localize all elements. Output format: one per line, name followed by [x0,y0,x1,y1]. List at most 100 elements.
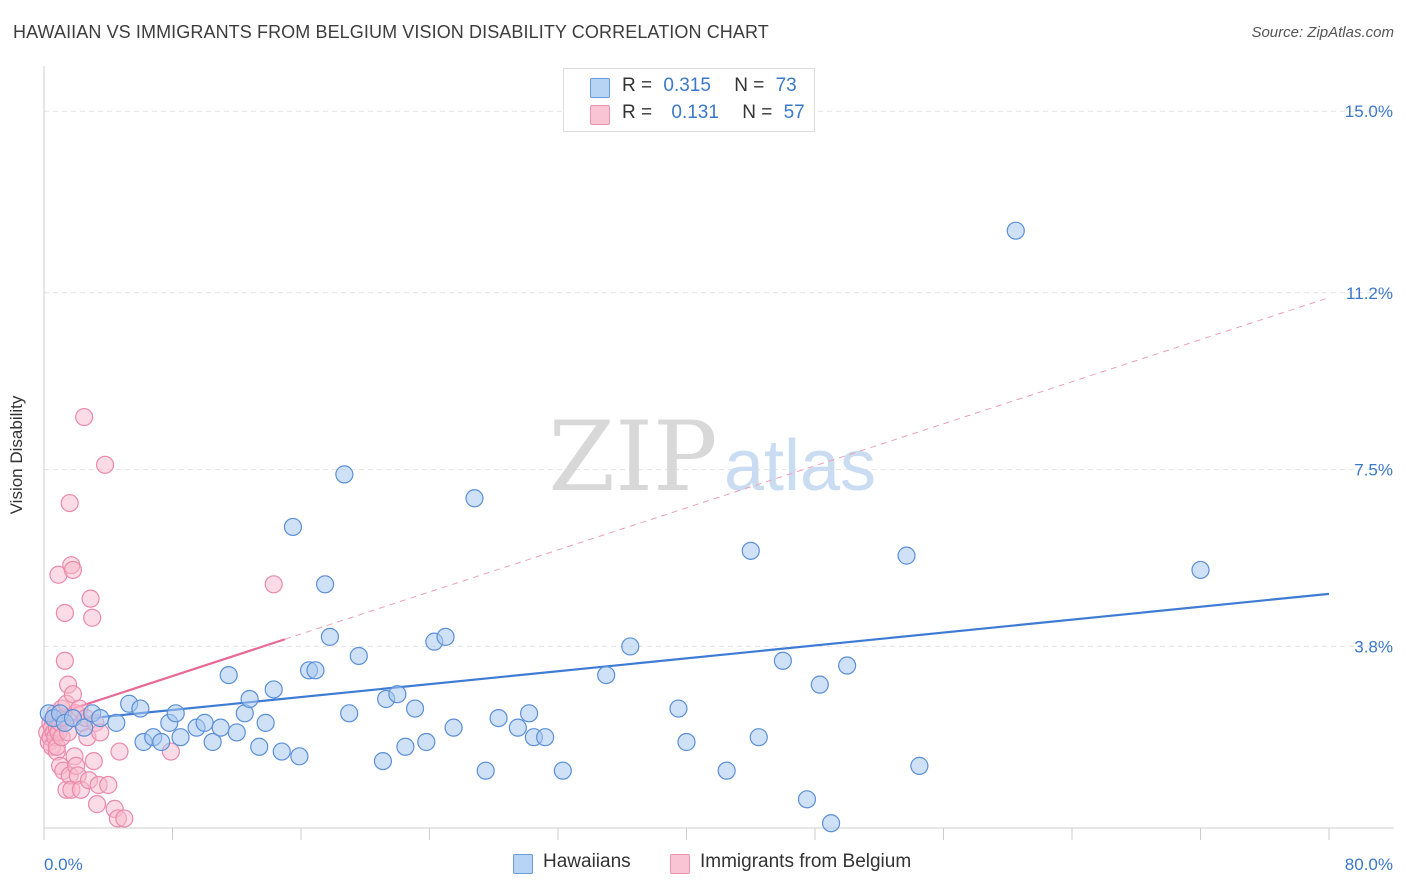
hawaiians-point [553,761,572,780]
legend-r-value-belgium: 0.131 [671,102,719,123]
belgium-point [55,651,74,670]
hawaiians-point [340,704,359,723]
belgium-point [264,575,283,594]
x-tick-labels: 0.0% 80.0% [44,855,1393,874]
hawaiians-point [396,737,415,756]
belgium-point [115,809,134,828]
hawaiians-point [320,627,340,646]
bottom-legend-label-belgium: Immigrants from Belgium [700,851,912,872]
hawaiians-point [897,546,916,565]
hawaiians-point [388,685,407,704]
legend-r-value-hawaiians: 0.315 [663,75,711,96]
belgium-point [99,775,118,795]
y-tick-label: 7.5% [1354,461,1393,480]
hawaiians-point [256,713,275,732]
belgium-point [55,603,74,623]
hawaiians-point [489,708,508,728]
hawaiians-point [810,675,829,694]
hawaiians-point [749,728,768,747]
legend-n-label: N = [734,75,765,96]
belgium-point [75,407,94,427]
hawaiians-point [519,704,539,723]
hawaiians-point [250,737,269,756]
watermark-zip: ZIP [548,401,717,513]
hawaiians-point [283,517,303,537]
hawaiians-point [465,489,484,508]
legend-swatch-hawaiians [590,78,610,98]
hawaiians-point [669,699,688,718]
belgium-point [84,752,103,771]
hawaiians-point [773,651,792,670]
hawaiians-points [39,221,1210,833]
hawaiians-point [107,713,126,732]
legend-r-label: R = [622,75,653,96]
hawaiians-point [290,747,309,766]
hawaiians-point [219,665,238,685]
hawaiians-point [508,718,527,737]
hawaiians-point [75,718,94,737]
x-tick-label-max: 80.0% [1345,855,1393,874]
hawaiians-point [476,761,495,780]
hawaiians-point [171,728,190,747]
trend-line-hawaiians [43,592,1330,724]
hawaiians-point [227,723,246,742]
watermark-atlas: atlas [724,426,876,506]
hawaiians-point [838,656,857,675]
hawaiians-point [315,575,335,594]
hawaiians-point [166,704,185,723]
hawaiians-point [306,661,325,680]
correlation-legend: R = 0.315 N = 73 R = 0.131 N = 57 [563,68,815,132]
gridlines [44,110,1394,647]
legend-n-label: N = [742,102,773,123]
hawaiians-point [717,761,736,780]
hawaiians-point [272,742,291,761]
belgium-point [60,493,79,513]
hawaiians-point [195,713,214,732]
hawaiians-point [240,689,259,709]
belgium-points [38,407,283,828]
axes [43,66,1394,840]
trend-line-belgium-extrapolated [284,297,1330,640]
hawaiians-point [203,732,222,752]
belgium-point [81,589,100,608]
y-tick-label: 3.8% [1354,637,1393,656]
y-tick-label: 11.2% [1346,284,1393,303]
hawaiians-point [1006,221,1025,240]
hawaiians-point [1191,560,1210,580]
hawaiians-point [797,790,817,809]
belgium-point [95,455,115,474]
hawaiians-point [436,627,455,646]
legend-r-label: R = [622,102,653,123]
y-tick-labels: 3.8% 7.5% 11.2% 15.0% [1345,102,1393,656]
y-tick-label: 15.0% [1345,102,1393,121]
hawaiians-point [91,708,110,728]
hawaiians-point [910,756,929,775]
belgium-point [87,795,107,814]
x-tick-label-min: 0.0% [44,855,83,874]
source-label: Source: ZipAtlas.com [1251,24,1394,41]
legend-n-value-hawaiians: 73 [775,75,797,96]
belgium-point [63,560,83,580]
bottom-legend-swatch-hawaiians [513,854,533,874]
y-axis-label: Vision Disability [7,395,26,515]
hawaiians-point [621,637,640,656]
legend-swatch-belgium [590,105,610,125]
hawaiians-point [405,699,425,718]
hawaiians-point [152,732,171,752]
chart-title: HAWAIIAN VS IMMIGRANTS FROM BELGIUM VISI… [13,22,769,42]
hawaiians-point [373,752,393,771]
hawaiians-point [677,732,696,752]
belgium-point [83,608,102,627]
hawaiians-point [264,680,283,699]
hawaiians-point [335,465,354,484]
hawaiians-point [417,732,436,752]
bottom-legend-swatch-belgium [670,854,690,874]
hawaiians-point [536,728,555,747]
hawaiians-point [597,665,616,685]
legend-n-value-belgium: 57 [783,102,805,123]
belgium-point [110,742,129,761]
hawaiians-point [211,718,230,737]
hawaiians-point [444,718,463,737]
hawaiians-point [131,699,150,718]
